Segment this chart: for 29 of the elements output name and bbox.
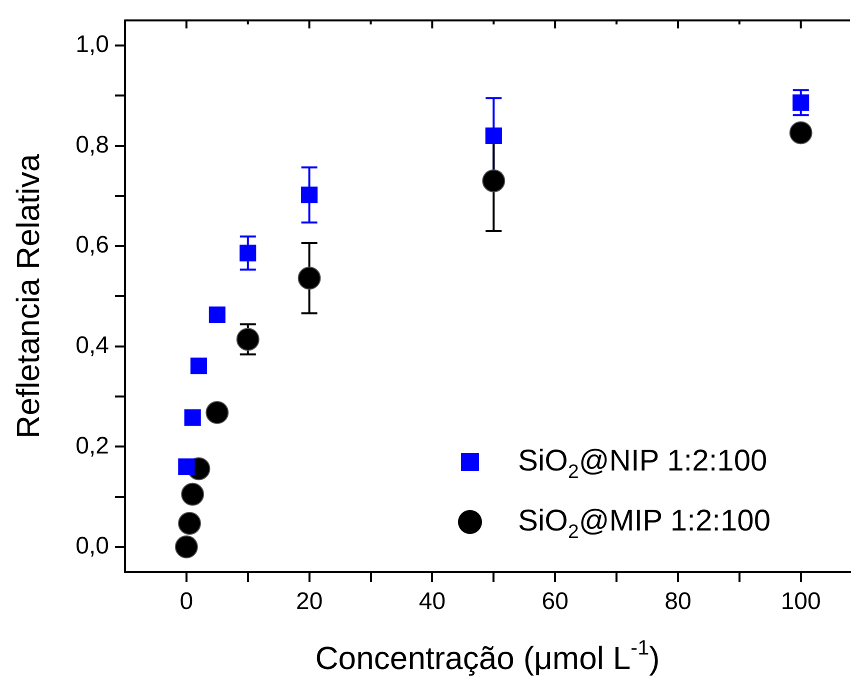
- point: [174, 535, 198, 558]
- x-tick-label: 20: [296, 588, 323, 616]
- y-tick-label: 0,6: [76, 232, 109, 259]
- y-tick-label: 0,8: [76, 131, 109, 158]
- point: [178, 458, 195, 475]
- point: [181, 482, 204, 506]
- point: [792, 94, 810, 111]
- x-tick-label: 0: [180, 588, 194, 616]
- x-tick-label: 60: [542, 588, 568, 616]
- point: [184, 409, 201, 426]
- point: [482, 169, 506, 192]
- y-axis-title: Refletancia Relativa: [10, 154, 46, 438]
- point: [789, 121, 812, 144]
- x-tick-label: 80: [664, 588, 692, 616]
- point: [190, 358, 208, 374]
- point: [206, 401, 229, 424]
- point: [178, 512, 202, 535]
- point: [301, 186, 318, 204]
- y-tick-label: 0,2: [76, 432, 109, 460]
- point: [208, 306, 226, 324]
- y-tick-label: 0,4: [76, 332, 109, 359]
- point: [485, 127, 502, 144]
- y-tick-label: 0,0: [76, 532, 109, 560]
- x-tick-label: 40: [418, 588, 446, 616]
- x-tick-label: 100: [780, 588, 821, 616]
- point: [240, 244, 256, 262]
- point: [236, 328, 260, 351]
- point: [298, 266, 321, 290]
- y-tick-label: 1,0: [76, 31, 109, 58]
